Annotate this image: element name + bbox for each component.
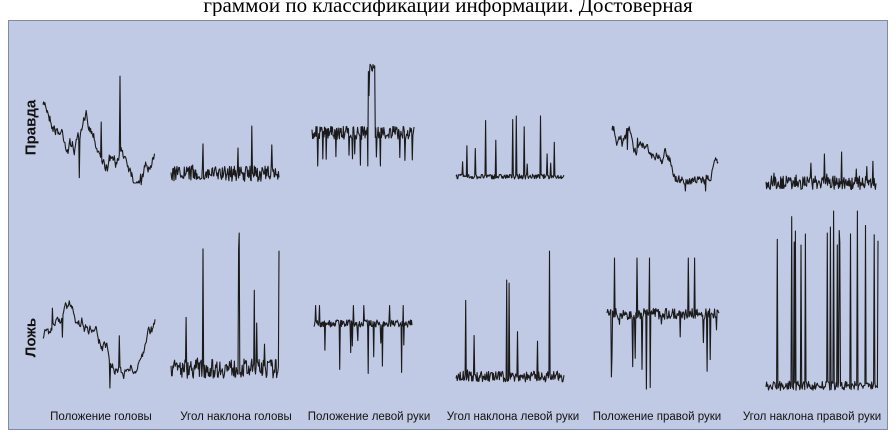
signal-trace-truth-head-tilt	[170, 125, 280, 182]
column-label-head-position: Положение головы	[50, 411, 152, 423]
column-label-left-hand-position: Положение левой руки	[307, 411, 431, 423]
signal-trace-lie-head-position	[42, 300, 156, 389]
row-label-lie: Ложь	[22, 317, 40, 358]
signal-trace-truth-head-position	[42, 75, 155, 186]
signal-trace-truth-left-hand-position	[311, 63, 415, 167]
signal-trace-lie-left-hand-tilt	[455, 250, 565, 383]
signal-trace-truth-left-hand-tilt	[455, 115, 565, 180]
signal-trace-truth-right-hand-position	[611, 125, 719, 192]
column-label-head-tilt: Угол наклона головы	[180, 411, 292, 423]
column-label-right-hand-tilt: Угол наклона правой руки	[742, 411, 882, 423]
top-caption: граммой по классификации информации. Дос…	[203, 0, 693, 16]
chart-panel: Правда Ложь Положение головы Угол наклон…	[8, 20, 888, 430]
column-label-right-hand-position: Положение правой руки	[592, 411, 722, 423]
signal-trace-lie-head-tilt	[170, 232, 280, 379]
signal-trace-lie-left-hand-position	[313, 304, 413, 374]
column-label-left-hand-tilt: Угол наклона левой руки	[446, 411, 580, 423]
signal-plots	[42, 63, 879, 391]
signal-trace-truth-right-hand-tilt	[765, 151, 877, 191]
row-label-truth: Правда	[22, 99, 40, 156]
signal-trace-lie-right-hand-position	[606, 257, 720, 390]
signal-trace-lie-right-hand-tilt	[765, 210, 879, 391]
